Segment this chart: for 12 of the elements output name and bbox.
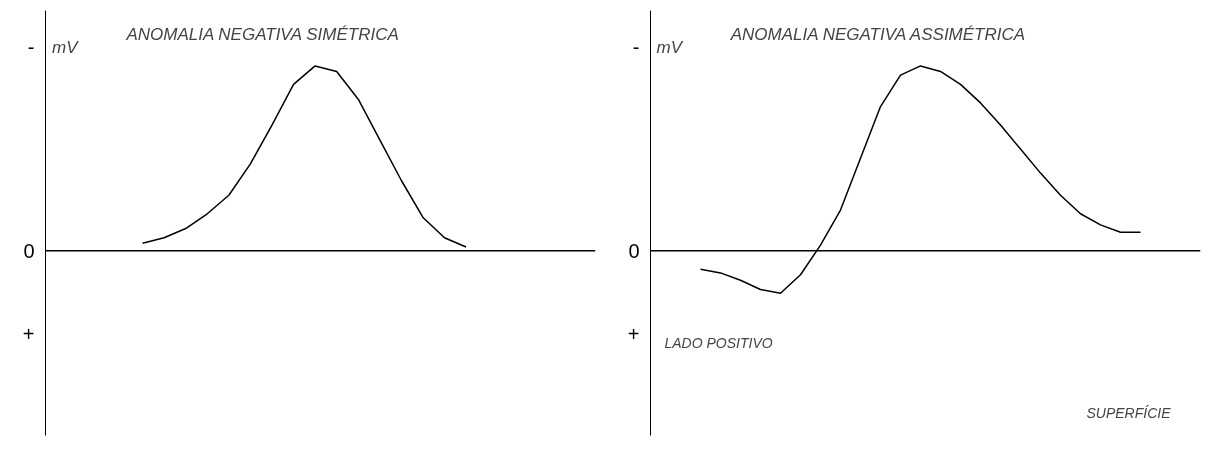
- ref-line-label: 0: [628, 239, 640, 262]
- text: -: [27, 36, 35, 59]
- y-axis-title: mV: [51, 37, 80, 57]
- ref-line-label: 0: [23, 239, 35, 262]
- text: +: [22, 322, 35, 345]
- text: +: [627, 322, 640, 345]
- chart-title: ANOMALIA NEGATIVA ASSIMÉTRICA: [729, 24, 1026, 44]
- text: -: [632, 36, 640, 59]
- chart-title: ANOMALIA NEGATIVA SIMÉTRICA: [125, 24, 399, 44]
- text: SUPERFÍCIE: [1086, 404, 1172, 421]
- text: LADO POSITIVO: [664, 335, 773, 352]
- y-axis-title: mV: [656, 37, 684, 57]
